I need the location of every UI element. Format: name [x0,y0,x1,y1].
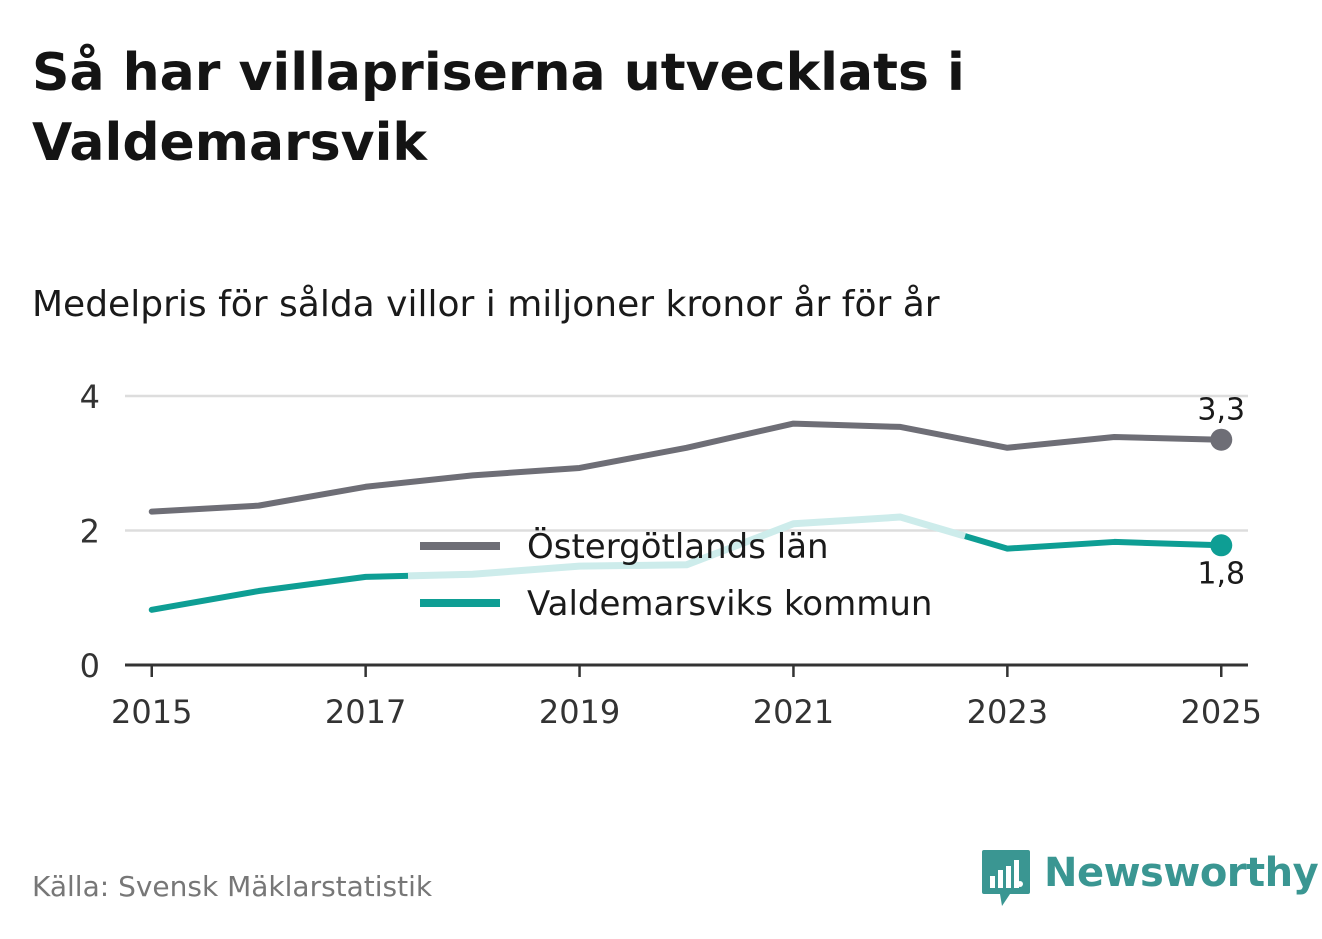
source-note: Källa: Svensk Mäklarstatistik [32,870,433,903]
chart-title: Så har villapriserna utvecklats i Valdem… [32,43,965,173]
series-line-municipality-faded-segment [407,513,966,580]
x-tick-label: 2021 [753,693,834,731]
x-tick-label: 2015 [111,693,192,731]
legend-label-county: Östergötlands län [527,526,829,567]
x-tick-label: 2025 [1181,693,1262,731]
line-chart: 0 2 4 2015 2017 2019 2021 2023 2025 3,3 1,8 Öster… [80,378,1262,731]
legend-label-municipality: Valdemarsviks kommun [527,584,932,624]
x-tick-label: 2017 [325,693,406,731]
newsworthy-logo-icon [982,850,1030,906]
y-tick-label: 4 [80,378,100,416]
end-value-label-county: 3,3 [1197,393,1245,428]
series-endpoint-municipality [1210,534,1233,557]
x-tick-label: 2023 [967,693,1048,731]
series-line-county [148,420,1225,515]
brand-name: Newsworthy [1044,850,1319,896]
end-value-label-municipality: 1,8 [1197,556,1245,591]
chart-subtitle: Medelpris för sålda villor i miljoner kr… [32,284,940,325]
x-tick-label: 2019 [539,693,620,731]
legend: Östergötlands län Valdemarsviks kommun [420,526,932,624]
brand-logo: Newsworthy [980,848,1319,912]
series-endpoint-county [1210,428,1233,451]
y-tick-label: 2 [80,513,100,551]
y-tick-label: 0 [80,647,100,685]
